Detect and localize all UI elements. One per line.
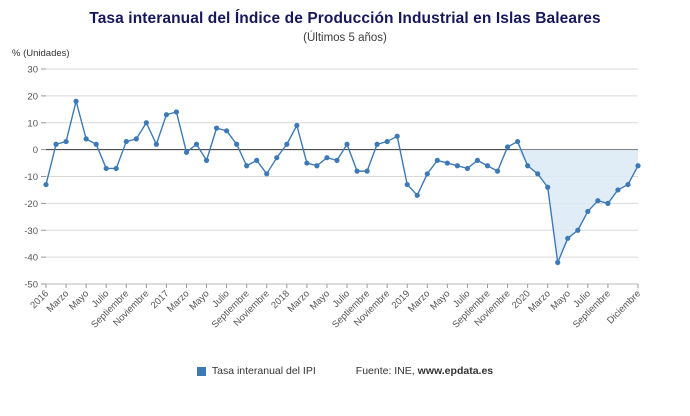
data-point[interactable] (575, 227, 581, 233)
data-point[interactable] (424, 171, 430, 177)
data-point[interactable] (525, 163, 531, 169)
data-point[interactable] (454, 163, 460, 169)
x-tick-label: Mayo (67, 288, 91, 312)
data-point[interactable] (535, 171, 541, 177)
data-point[interactable] (123, 138, 129, 145)
y-tick-label: 0 (33, 145, 38, 156)
data-point[interactable] (234, 141, 240, 147)
data-point[interactable] (565, 235, 571, 241)
data-point[interactable] (244, 163, 250, 169)
data-point[interactable] (555, 259, 561, 266)
data-point[interactable] (314, 163, 320, 169)
x-tick-label: Marzo (165, 288, 191, 314)
data-point[interactable] (514, 138, 521, 145)
data-point[interactable] (173, 109, 180, 115)
data-point[interactable] (434, 157, 440, 163)
data-point[interactable] (284, 141, 290, 147)
data-point[interactable] (183, 149, 190, 155)
y-tick-label: -20 (24, 199, 38, 210)
legend-series-label[interactable]: Tasa interanual del IPI (211, 365, 316, 377)
data-point[interactable] (605, 200, 611, 206)
data-point[interactable] (474, 157, 481, 163)
data-point[interactable] (404, 181, 410, 188)
x-tick-label: Mayo (187, 288, 211, 312)
data-point[interactable] (384, 138, 390, 145)
data-point[interactable] (93, 141, 99, 147)
data-point[interactable] (103, 165, 109, 172)
source-note: Fuente: INE, www.epdata.es (356, 365, 493, 377)
x-tick-label: Septiembre (571, 288, 613, 330)
data-point[interactable] (545, 184, 551, 190)
data-point[interactable] (414, 192, 420, 198)
data-point[interactable] (264, 171, 270, 177)
data-point[interactable] (484, 163, 491, 169)
x-tick-label: Mayo (549, 288, 573, 312)
data-point[interactable] (153, 141, 159, 147)
y-tick-label: -50 (24, 280, 38, 291)
x-tick-label: Marzo (526, 288, 552, 314)
data-point[interactable] (83, 136, 89, 142)
data-point[interactable] (615, 187, 621, 193)
data-point[interactable] (585, 208, 591, 215)
area-fill (517, 149, 638, 263)
data-point[interactable] (213, 125, 220, 131)
y-tick-label: -40 (24, 253, 38, 264)
data-point[interactable] (274, 155, 280, 161)
chart-subtitle: (Últimos 5 años) (303, 32, 387, 44)
data-point[interactable] (464, 165, 471, 172)
data-point[interactable] (43, 181, 49, 188)
data-point[interactable] (294, 122, 300, 129)
data-point[interactable] (504, 144, 511, 150)
data-point[interactable] (595, 198, 601, 204)
y-tick-label: 10 (27, 118, 38, 129)
x-tick-label: Marzo (45, 288, 71, 314)
data-point[interactable] (364, 168, 370, 174)
data-point[interactable] (354, 168, 360, 174)
data-point[interactable] (53, 141, 59, 147)
source-prefix: Fuente: INE, (355, 365, 418, 377)
data-point[interactable] (394, 133, 400, 139)
data-point[interactable] (133, 136, 139, 142)
data-point[interactable] (63, 138, 69, 145)
x-tick-label: Marzo (286, 288, 312, 314)
data-point[interactable] (193, 141, 200, 147)
data-point[interactable] (113, 165, 119, 172)
data-point[interactable] (444, 160, 450, 166)
legend-swatch (196, 366, 206, 376)
data-point[interactable] (203, 157, 210, 163)
data-point[interactable] (143, 120, 149, 126)
x-tick-label: Mayo (308, 288, 332, 312)
source-site: www.epdata.es (417, 365, 494, 377)
data-point[interactable] (224, 128, 230, 134)
data-point[interactable] (635, 163, 641, 169)
line-chart[interactable]: % (Unidades) 30 20 10 0 -10 -20 -30 -40 -502016Ma… (0, 44, 690, 356)
series-line (45, 100, 639, 264)
data-point[interactable] (324, 155, 330, 161)
x-tick-label: Mayo (428, 288, 452, 312)
y-tick-label: 20 (27, 91, 38, 102)
x-tick-label: Marzo (406, 288, 432, 314)
y-axis-unit-label: % (Unidades) (12, 48, 70, 59)
y-tick-label: 30 (27, 65, 38, 76)
data-point[interactable] (304, 160, 310, 166)
chart-title: Tasa interanual del Índice de Producción… (89, 10, 601, 27)
data-point[interactable] (374, 141, 380, 147)
data-point[interactable] (344, 141, 350, 147)
data-point[interactable] (494, 168, 501, 174)
legend: Tasa interanual del IPI Fuente: INE, www… (0, 365, 690, 377)
data-point[interactable] (163, 112, 170, 118)
data-point[interactable] (73, 98, 79, 104)
data-point[interactable] (254, 157, 260, 163)
y-tick-label: -10 (24, 172, 38, 183)
data-points (43, 98, 641, 266)
data-point[interactable] (625, 181, 631, 188)
x-axis: 2016MarzoMayoJulioSeptiembreNoviembre201… (28, 283, 643, 330)
y-tick-label: -30 (24, 226, 38, 237)
data-point[interactable] (334, 157, 340, 163)
